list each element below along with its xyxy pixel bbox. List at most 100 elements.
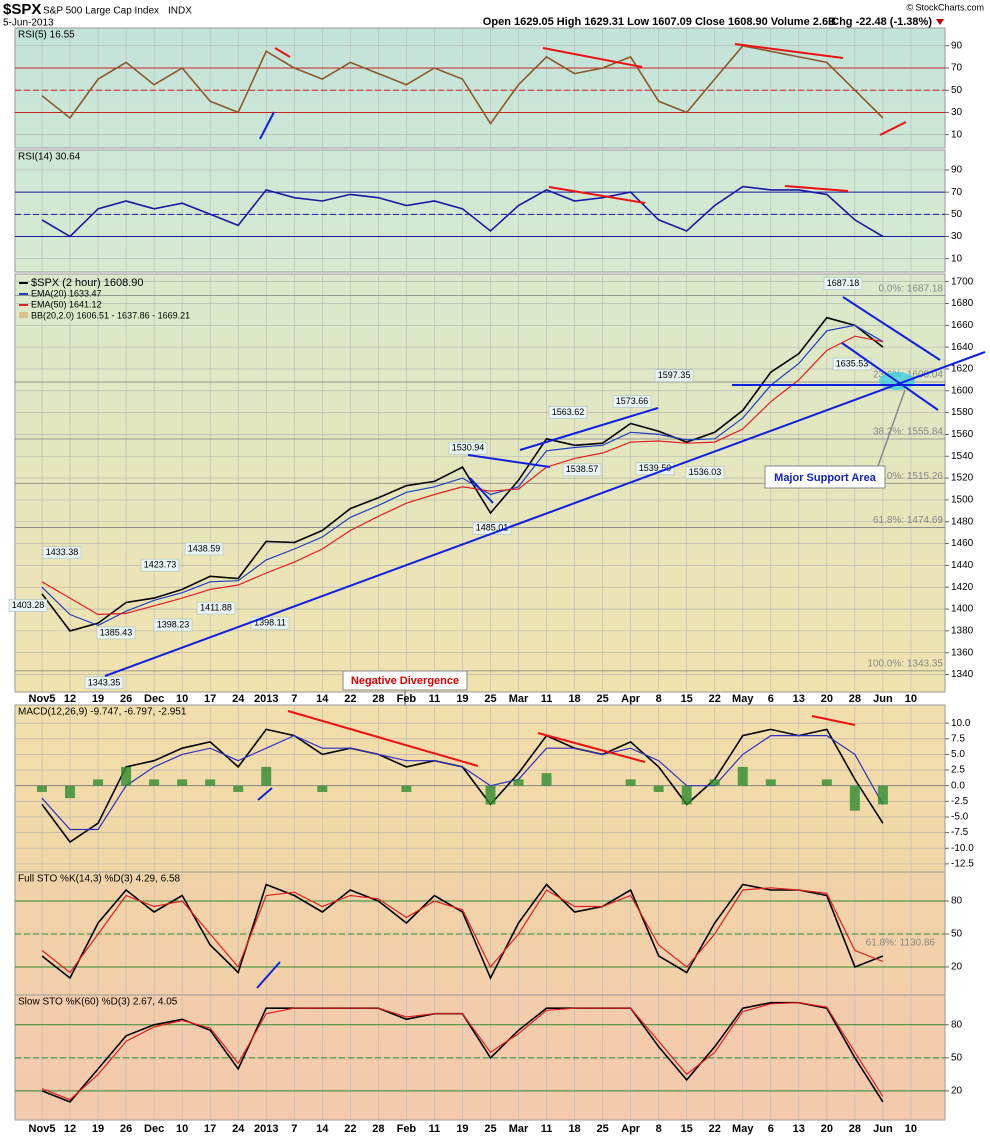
legend-swatch [19, 312, 28, 318]
series-line [41, 316, 884, 632]
histogram-bar [541, 773, 552, 786]
quote: Open 1629.05 High 1629.31 Low 1607.09 Cl… [483, 16, 836, 28]
x-tick-label: 19 [456, 693, 468, 705]
x-tick-label: 10 [176, 693, 188, 705]
histogram-bar [93, 779, 104, 786]
histogram-bar [205, 779, 216, 786]
point-label: 1398.11 [254, 617, 286, 627]
y-tick-label: 80 [951, 896, 963, 907]
callout-line [877, 389, 906, 467]
y-tick-label: 1380 [951, 626, 974, 637]
x-tick-label: 22 [344, 693, 356, 705]
divergence-line [784, 185, 849, 192]
x-tick-label: 12 [64, 693, 76, 705]
histogram-bar [261, 766, 272, 786]
x-tick-label: 11 [541, 1123, 553, 1135]
point-label: 1563.62 [552, 407, 585, 417]
x-tick-label: 14 [316, 693, 329, 705]
divergence-line [256, 961, 281, 989]
fib-label: 61.8%: 1474.69 [873, 515, 943, 526]
x-tick-label: 28 [372, 1123, 384, 1135]
callout-text: Major Support Area [774, 472, 877, 484]
histogram-bar [177, 779, 188, 786]
point-label: 1343.35 [88, 677, 121, 687]
point-label-box [635, 462, 675, 476]
x-tick-label: 8 [656, 693, 662, 705]
x-tick-label: 13 [793, 693, 805, 705]
y-tick-label: 1660 [951, 320, 974, 331]
x-tick-label: 25 [596, 693, 608, 705]
divergence-line [259, 111, 275, 140]
divergence-line [537, 732, 646, 763]
histogram-bar [877, 785, 888, 805]
y-tick-label: 1520 [951, 473, 974, 484]
y-tick-label: 1600 [951, 385, 974, 396]
callout-box [342, 670, 468, 691]
histogram-bar [233, 785, 244, 792]
x-tick-label: May [732, 693, 754, 705]
x-tick-label: May [732, 1123, 754, 1135]
x-tick-label: 6 [768, 693, 774, 705]
x-tick-label: 22 [709, 1123, 721, 1135]
histogram-bar [121, 766, 132, 786]
series-line [41, 324, 884, 627]
panel-title: RSI(5) 16.55 [18, 30, 75, 41]
y-tick-label: 10 [951, 253, 963, 264]
x-tick-label: Mar [509, 693, 529, 705]
legend-label: $SPX (2 hour) 1608.90 [31, 277, 144, 289]
y-tick-label: 1500 [951, 495, 974, 506]
x-tick-label: 20 [821, 693, 833, 705]
x-tick-label: 19 [92, 693, 104, 705]
symbol: $SPX [3, 1, 41, 18]
histogram-bar [625, 779, 636, 786]
y-tick-label: 70 [951, 63, 963, 74]
series-line [41, 185, 884, 238]
panel-title: Full STO %K(14,3) %D(3) 4.29, 6.58 [18, 874, 181, 885]
series-line [41, 887, 884, 974]
trend-line [467, 454, 551, 468]
y-tick-label: 1540 [951, 451, 974, 462]
trend-line [841, 342, 939, 411]
x-tick-label: 14 [316, 1123, 329, 1135]
y-tick-label: 7.5 [951, 733, 965, 744]
callout-box [764, 465, 886, 489]
y-tick-label: 1440 [951, 560, 974, 571]
y-tick-label: 30 [951, 107, 963, 118]
x-tick-label: 25 [596, 1123, 608, 1135]
x-tick-label: Nov5 [29, 693, 56, 705]
trend-line [104, 351, 986, 677]
x-tick-label: Nov5 [29, 1123, 56, 1135]
legend-label: EMA(50) 1641.12 [31, 299, 102, 309]
fib-label: 50.0%: 1515.26 [873, 471, 943, 482]
x-tick-label: 25 [484, 1123, 496, 1135]
divergence-line [734, 43, 844, 59]
x-tick-label: 8 [656, 1123, 662, 1135]
divergence-line [257, 787, 273, 801]
x-tick-label: 18 [568, 693, 580, 705]
point-label-box [184, 542, 224, 556]
y-tick-label: 20 [951, 1086, 963, 1097]
y-tick-label: 1580 [951, 407, 974, 418]
x-tick-label: 19 [456, 1123, 468, 1135]
x-tick-label: 17 [204, 1123, 216, 1135]
point-label: 1433.38 [46, 547, 79, 557]
histogram-bar [765, 779, 776, 786]
x-tick-label: 15 [681, 1123, 693, 1135]
y-tick-label: 20 [951, 962, 963, 973]
y-tick-label: 90 [951, 165, 963, 176]
y-tick-label: 2.5 [951, 765, 965, 776]
panel-background [14, 27, 946, 149]
x-tick-label: 2013 [254, 693, 278, 705]
series-line [41, 1002, 884, 1101]
panel-title: RSI(14) 30.64 [18, 152, 81, 163]
y-tick-label: 80 [951, 1019, 963, 1030]
x-tick-label: 15 [681, 693, 693, 705]
y-tick-label: 50 [951, 929, 963, 940]
x-tick-label: 11 [541, 693, 553, 705]
trend-line [842, 296, 941, 361]
x-tick-label: Dec [144, 1123, 164, 1135]
x-tick-label: 13 [793, 1123, 805, 1135]
x-tick-label: 12 [64, 1123, 76, 1135]
